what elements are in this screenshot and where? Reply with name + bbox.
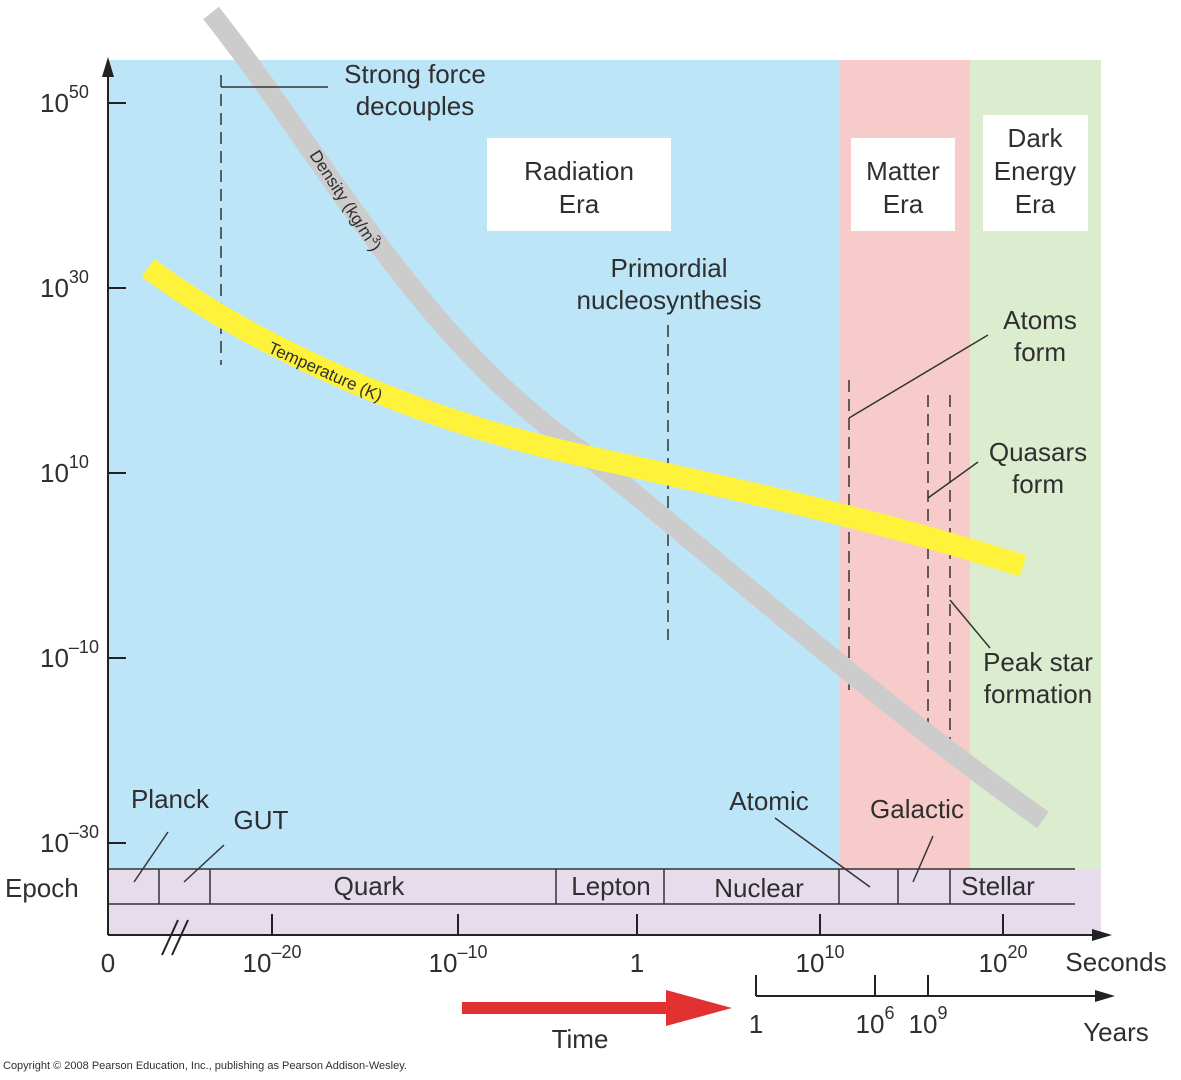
epoch-label: Nuclear	[714, 873, 804, 903]
x-axis-seconds-label: Seconds	[1065, 947, 1166, 977]
annotation-label: Quasars form	[989, 437, 1087, 499]
era-label: Dark Energy Era	[994, 123, 1076, 219]
y-tick-label: 1030	[40, 267, 89, 303]
era-label: Matter Era	[866, 156, 940, 219]
epoch-label: Galactic	[870, 794, 964, 824]
years-ticks: 1 106 109	[749, 1003, 948, 1039]
event-dashed-lines	[220, 75, 951, 745]
x-tick-label: 1020	[979, 942, 1028, 978]
time-label: Time	[552, 1024, 609, 1054]
x-axis-arrow	[1092, 929, 1112, 941]
years-tick-label: 106	[856, 1003, 895, 1039]
epoch-label: Lepton	[571, 871, 651, 901]
epoch-axis-label: Epoch	[5, 873, 79, 903]
annotation-label: Primordial nucleosynthesis	[577, 253, 762, 315]
x-ticks: 0 10–20 10–10 1 1010 1020	[101, 914, 1028, 978]
x-tick-label: 1	[630, 948, 644, 978]
x-tick-label: 10–20	[243, 942, 302, 978]
annotation-label: Strong force decouples	[344, 59, 486, 121]
y-axis-arrow	[102, 57, 114, 77]
epoch-label: Quark	[334, 871, 406, 901]
annotation-label: Peak star formation	[983, 647, 1093, 709]
epoch-label: Stellar	[961, 871, 1035, 901]
time-arrow-shaft	[462, 1002, 672, 1014]
y-tick-label: 1010	[40, 452, 89, 488]
years-axis-arrow	[1095, 990, 1115, 1002]
copyright-text: Copyright © 2008 Pearson Education, Inc.…	[3, 1060, 407, 1072]
annotation-labels: Strong force decouples Primordial nucleosyn…	[344, 59, 1093, 709]
y-tick-label: 10–10	[40, 637, 99, 673]
era-label: Radiation Era	[524, 156, 634, 219]
time-arrow-head	[666, 990, 732, 1026]
y-tick-label: 10–30	[40, 822, 99, 858]
annotation-label: Atoms form	[1003, 305, 1077, 367]
y-tick-label: 1050	[40, 82, 89, 118]
epoch-label: Planck	[131, 784, 210, 814]
era-labels: Radiation Era Matter Era Dark Energy Era	[524, 123, 1076, 219]
x-tick-label: 10–10	[429, 942, 488, 978]
x-tick-label: 0	[101, 948, 115, 978]
dark-energy-era-box	[983, 115, 1088, 231]
x-axis-years-label: Years	[1083, 1017, 1149, 1047]
x-tick-label: 1010	[796, 942, 845, 978]
matter-era-box	[851, 138, 955, 231]
years-tick-label: 1	[749, 1009, 763, 1039]
y-ticks: 1050 1030 1010 10–10 10–30	[40, 82, 126, 858]
years-tick-label: 109	[909, 1003, 948, 1039]
epoch-label: Atomic	[729, 786, 808, 816]
temperature-curve	[141, 259, 1027, 577]
epoch-label: GUT	[234, 805, 289, 835]
annotation-leaders	[133, 86, 991, 888]
radiation-era-box	[487, 138, 671, 231]
epoch-labels: Planck GUT Quark Lepton Nuclear Atomic Galacti…	[131, 784, 1035, 903]
epoch-dividers	[158, 869, 951, 904]
radiation-era-band	[108, 60, 839, 870]
epoch-band	[108, 869, 1101, 935]
